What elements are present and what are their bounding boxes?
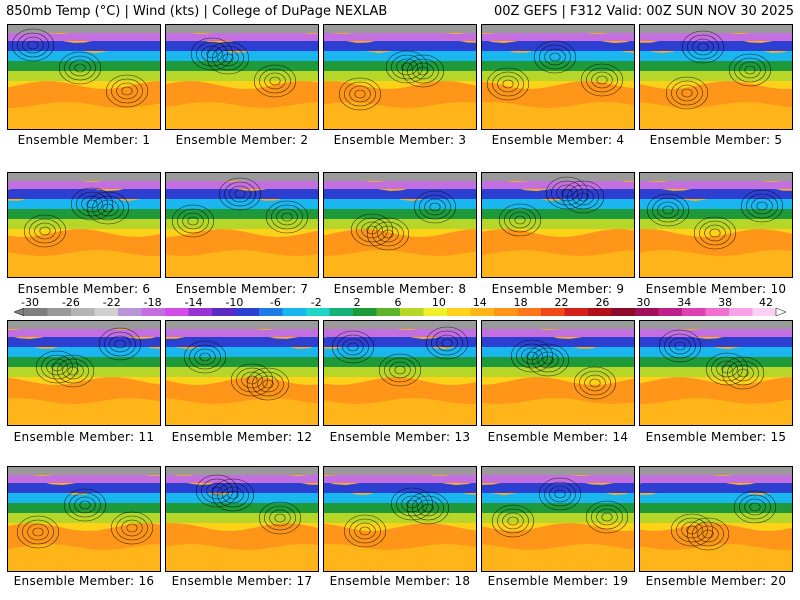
ensemble-member-map [481,172,635,278]
colorbar-segment [423,308,448,316]
colorbar-segment [94,308,119,316]
ensemble-member-label: Ensemble Member: 9 [491,282,625,296]
colorbar-segment [118,308,142,316]
colorbar-tick-label: 14 [472,296,487,309]
colorbar-max-arrow [775,308,786,316]
colorbar-min-arrow [14,308,25,316]
ensemble-member-label: Ensemble Member: 4 [491,133,625,147]
colorbar-tick-label: 38 [718,296,733,309]
ensemble-member-label: Ensemble Member: 13 [329,430,471,444]
colorbar-segment [165,308,189,316]
colorbar-segment [635,308,659,316]
colorbar-tick-label: 34 [677,296,692,309]
colorbar-segment [306,308,330,316]
ensemble-member-label: Ensemble Member: 19 [487,574,629,588]
ensemble-member-label: Ensemble Member: 10 [645,282,787,296]
colorbar-segment [611,308,636,316]
colorbar-segment [447,308,471,316]
temperature-colorbar [14,308,786,316]
map-title: 850mb Temp (°C) | Wind (kts) | College o… [6,4,388,19]
ensemble-member-label: Ensemble Member: 6 [17,282,151,296]
colorbar-segment [729,308,753,316]
colorbar-segment [541,308,565,316]
ensemble-member-label: Ensemble Member: 17 [171,574,313,588]
colorbar-segment [24,308,48,316]
colorbar-segment [564,308,589,316]
colorbar-tick-label: -10 [225,296,244,309]
ensemble-member-label: Ensemble Member: 2 [175,133,309,147]
ensemble-member-map [7,466,161,572]
colorbar-tick-label: 26 [595,296,610,309]
ensemble-member-map [323,24,477,130]
ensemble-member-label: Ensemble Member: 8 [333,282,467,296]
colorbar-tick-label: 2 [353,296,361,309]
ensemble-member-map [639,172,793,278]
colorbar-segment [470,308,495,316]
ensemble-member-map [165,320,319,426]
ensemble-member-label: Ensemble Member: 1 [17,133,151,147]
colorbar-segment [494,308,518,316]
ensemble-member-label: Ensemble Member: 14 [487,430,629,444]
colorbar-segment [682,308,706,316]
colorbar-tick-label: 30 [636,296,651,309]
colorbar-tick-label: 22 [554,296,569,309]
ensemble-member-map [165,466,319,572]
colorbar-segment [376,308,401,316]
ensemble-member-label: Ensemble Member: 12 [171,430,313,444]
ensemble-member-map [323,172,477,278]
ensemble-member-map [481,466,635,572]
colorbar-segment [47,308,72,316]
colorbar-tick-label: -26 [61,296,80,309]
colorbar-tick-label: -22 [102,296,121,309]
colorbar-segment [705,308,730,316]
colorbar-tick-label: 18 [513,296,528,309]
ensemble-member-label: Ensemble Member: 7 [175,282,309,296]
ensemble-member-map [639,466,793,572]
colorbar-segment [517,308,542,316]
ensemble-member-map [165,24,319,130]
colorbar-segment [212,308,236,316]
colorbar-segment [752,308,777,316]
valid-time: 00Z GEFS | F312 Valid: 00Z SUN NOV 30 20… [494,4,794,19]
ensemble-member-map [323,466,477,572]
colorbar-tick-label: -14 [184,296,203,309]
ensemble-member-map [481,320,635,426]
colorbar-segment [400,308,424,316]
colorbar-tick-label: -6 [269,296,281,309]
colorbar-tick-label: 42 [759,296,773,309]
colorbar-segment [235,308,260,316]
colorbar-segment [141,308,166,316]
colorbar-tick-label: -18 [143,296,162,309]
colorbar-tick-label: -30 [21,296,39,309]
colorbar-tick-label: -2 [310,296,322,309]
ensemble-member-label: Ensemble Member: 15 [645,430,787,444]
ensemble-member-map [639,320,793,426]
colorbar-segment [71,308,95,316]
colorbar-segment [329,308,354,316]
colorbar-tick-label: 6 [394,296,402,309]
ensemble-member-map [481,24,635,130]
colorbar-segment [353,308,377,316]
ensemble-member-label: Ensemble Member: 11 [13,430,155,444]
ensemble-member-map [323,320,477,426]
ensemble-member-map [7,320,161,426]
colorbar-segment [588,308,612,316]
ensemble-member-label: Ensemble Member: 3 [333,133,467,147]
colorbar-ticks: -30 -26 -22 -18 -14 -10 -6 -2 2 6 10 14 18 22 26 30 34 38… [0,296,800,309]
ensemble-member-map [7,24,161,130]
colorbar-segment [282,308,307,316]
ensemble-member-label: Ensemble Member: 18 [329,574,471,588]
ensemble-member-map [7,172,161,278]
ensemble-member-map [165,172,319,278]
colorbar-segment [658,308,683,316]
ensemble-member-map [639,24,793,130]
colorbar-segment [188,308,213,316]
ensemble-member-label: Ensemble Member: 20 [645,574,787,588]
ensemble-member-label: Ensemble Member: 5 [649,133,783,147]
colorbar-tick-label: 10 [431,296,446,309]
ensemble-member-label: Ensemble Member: 16 [13,574,155,588]
colorbar-segment [259,308,283,316]
